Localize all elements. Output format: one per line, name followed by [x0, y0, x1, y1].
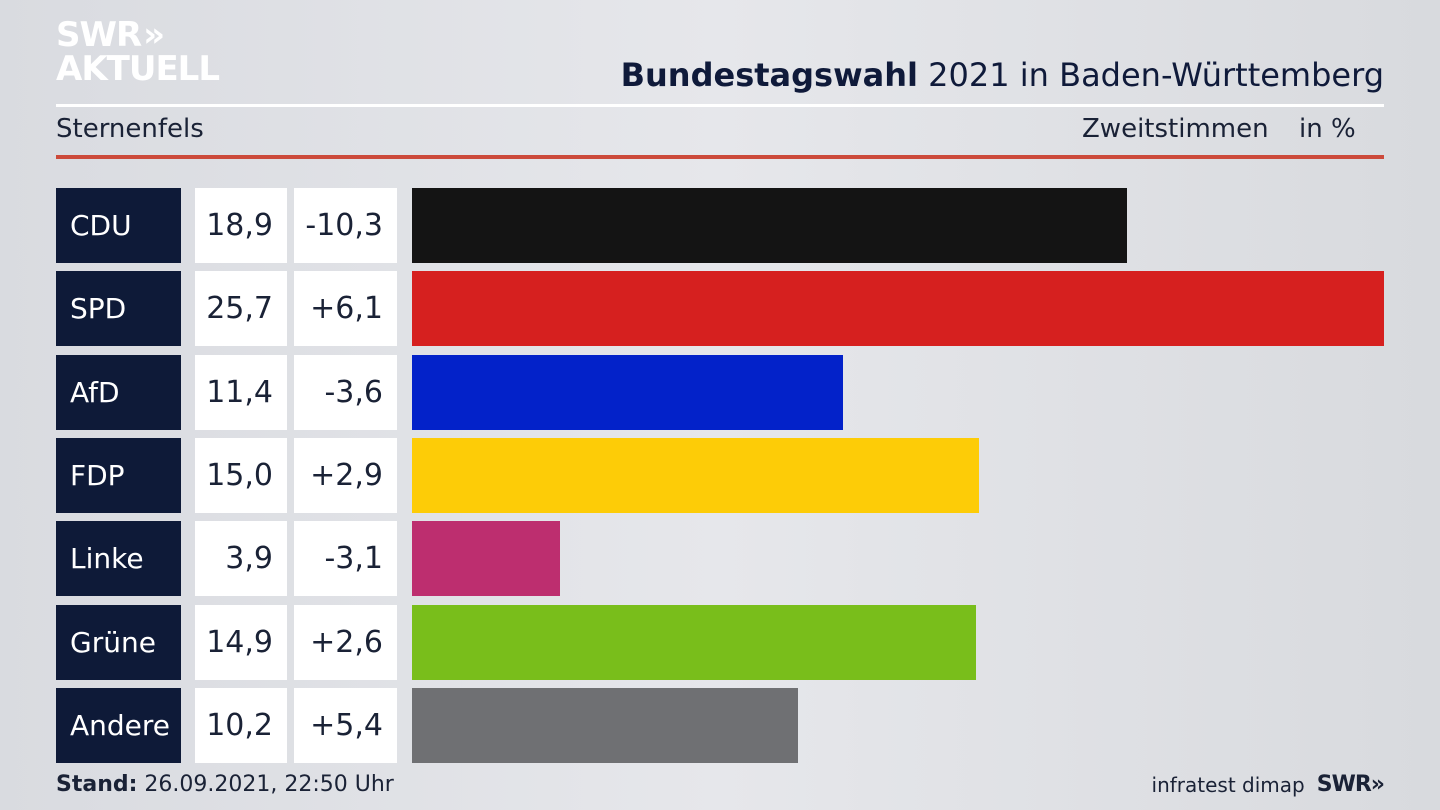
- change-label-afd: -3,6: [294, 355, 397, 430]
- change-label-fdp: +2,9: [294, 438, 397, 513]
- bar-fdp: [412, 438, 979, 513]
- chart-title-rest: 2021 in Baden-Württemberg: [917, 56, 1384, 94]
- footer-chevrons-icon: »: [1370, 772, 1385, 797]
- timestamp-label: Stand:: [56, 772, 138, 797]
- bar-spd: [412, 271, 1384, 346]
- party-label-fdp: FDP: [56, 438, 181, 513]
- timestamp: Stand: 26.09.2021, 22:50 Uhr: [56, 772, 394, 797]
- value-label-spd: 25,7: [195, 271, 287, 346]
- value-label-afd: 11,4: [195, 355, 287, 430]
- swr-aktuell-logo: SWR» AKTUELL: [56, 15, 220, 89]
- subheader-divider: [56, 155, 1384, 159]
- value-label-fdp: 15,0: [195, 438, 287, 513]
- value-label-andere: 10,2: [195, 688, 287, 763]
- logo-swr-text: SWR: [56, 15, 142, 55]
- party-label-cdu: CDU: [56, 188, 181, 263]
- change-label-grne: +2,6: [294, 605, 397, 680]
- footer-swr-text: SWR: [1316, 772, 1372, 797]
- change-label-cdu: -10,3: [294, 188, 397, 263]
- logo-chevrons-icon: »: [143, 15, 165, 55]
- logo-aktuell-text: AKTUELL: [56, 49, 220, 89]
- bar-linke: [412, 521, 560, 596]
- region-label: Sternenfels: [56, 114, 204, 144]
- bar-afd: [412, 355, 843, 430]
- footer-source: infratest dimap SWR»: [1151, 772, 1386, 797]
- header-divider: [56, 104, 1384, 107]
- bar-andere: [412, 688, 798, 763]
- change-label-linke: -3,1: [294, 521, 397, 596]
- bar-cdu: [412, 188, 1127, 263]
- metric-label: Zweitstimmen: [1082, 114, 1269, 144]
- unit-label: in %: [1299, 114, 1356, 144]
- source-label: infratest dimap: [1151, 772, 1305, 797]
- value-label-cdu: 18,9: [195, 188, 287, 263]
- value-label-grne: 14,9: [195, 605, 287, 680]
- chart-title: Bundestagswahl 2021 in Baden-Württemberg: [621, 56, 1384, 94]
- bar-grne: [412, 605, 976, 680]
- party-label-linke: Linke: [56, 521, 181, 596]
- party-label-grne: Grüne: [56, 605, 181, 680]
- party-label-afd: AfD: [56, 355, 181, 430]
- change-label-spd: +6,1: [294, 271, 397, 346]
- footer-swr-logo: SWR»: [1316, 772, 1385, 797]
- value-label-linke: 3,9: [195, 521, 287, 596]
- timestamp-value: 26.09.2021, 22:50 Uhr: [137, 772, 394, 797]
- party-label-spd: SPD: [56, 271, 181, 346]
- change-label-andere: +5,4: [294, 688, 397, 763]
- chart-title-bold: Bundestagswahl: [620, 56, 918, 94]
- party-label-andere: Andere: [56, 688, 181, 763]
